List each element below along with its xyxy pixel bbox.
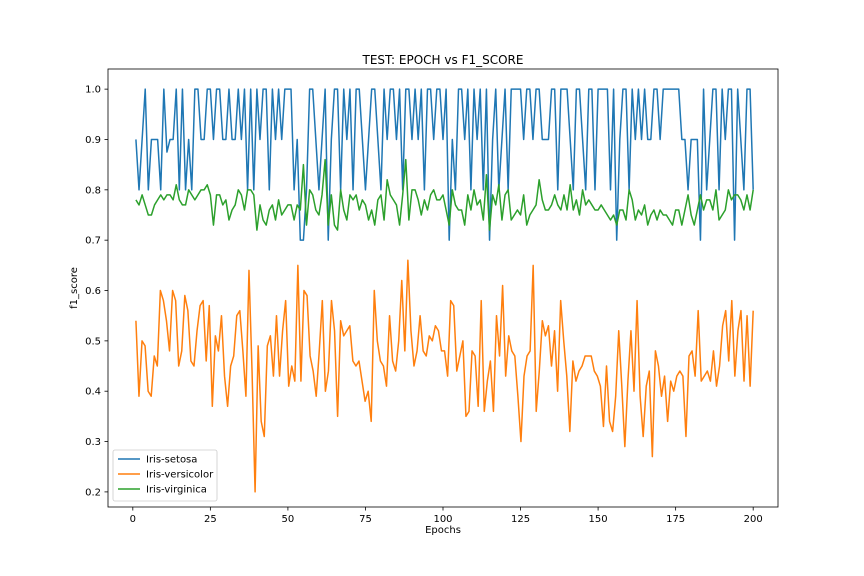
y-axis: 0.2 0.3 0.4 0.5 0.6 0.7 0.8 0.9 1.0 [85,85,108,498]
chart-title: TEST: EPOCH vs F1_SCORE [362,53,524,67]
x-tick-label: 75 [359,514,372,525]
x-axis: 0 25 50 75 100 125 150 175 200 [130,507,763,525]
x-tick-label: 200 [744,514,763,525]
y-axis-label: f1_score [69,267,80,309]
x-tick-label: 175 [666,514,685,525]
x-tick-label: 50 [282,514,295,525]
series-lines [135,88,754,493]
legend: Iris-setosa Iris-versicolor Iris-virginica [112,449,218,502]
y-tick-label: 0.5 [85,336,101,347]
y-tick-label: 0.7 [85,236,101,247]
y-tick-label: 0.6 [85,286,101,297]
series-line-1 [135,88,754,241]
x-axis-label: Epochs [425,525,461,536]
legend-label-2: Iris-versicolor [146,470,214,481]
x-tick-label: 25 [204,514,217,525]
y-tick-label: 0.4 [85,387,101,398]
y-tick-label: 0.3 [85,437,101,448]
x-tick-label: 0 [130,514,136,525]
x-tick-label: 100 [433,514,452,525]
y-tick-label: 0.2 [85,487,101,498]
legend-label-3: Iris-virginica [146,485,207,496]
series-line-3 [135,158,754,231]
y-tick-label: 0.8 [85,185,101,196]
y-tick-label: 0.9 [85,135,101,146]
x-tick-label: 150 [589,514,608,525]
legend-label-1: Iris-setosa [146,455,197,466]
series-line-2 [135,259,754,493]
y-tick-label: 1.0 [85,85,101,96]
x-tick-label: 125 [511,514,530,525]
